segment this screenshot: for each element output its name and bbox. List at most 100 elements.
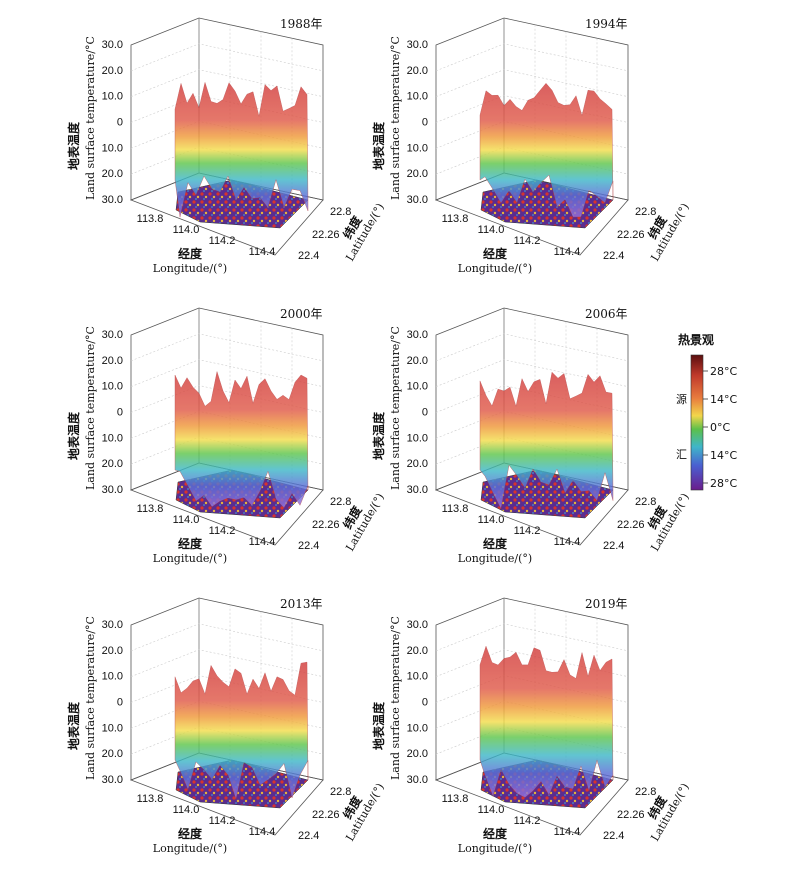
x-tick-label: 114.0: [173, 514, 200, 526]
y-tick-label: 22.4: [603, 830, 624, 842]
x-axis-label-en: Longitude/(°): [153, 842, 227, 855]
z-tick-label: 10.0: [407, 432, 428, 444]
panel-year-label: 2006年: [585, 307, 628, 321]
surface: [479, 82, 614, 218]
z-tick-label: 20.0: [407, 168, 428, 180]
x-tick-label: 114.2: [209, 235, 236, 247]
x-tick-label: 114.0: [478, 804, 505, 816]
surface: [479, 645, 614, 798]
z-tick-label: 30.0: [407, 194, 428, 206]
y-tick-label: 22.4: [298, 250, 319, 262]
y-tick-label: 22.8: [635, 496, 656, 508]
z-tick-label: 10.0: [102, 722, 123, 734]
legend: 热景观 源 汇 28°C 14°C 0°C 14°C 28°C: [676, 332, 737, 491]
x-tick-label: 114.4: [554, 246, 581, 258]
x-tick-label: 114.0: [173, 804, 200, 816]
x-axis-label-cn: 经度: [483, 246, 508, 261]
y-tick-label: 22.4: [298, 540, 319, 552]
x-axis-label-cn: 经度: [483, 826, 508, 841]
x-tick-label: 113.8: [442, 503, 469, 515]
z-tick-label: 10.0: [407, 142, 428, 154]
z-tick-label: 20.0: [407, 355, 428, 367]
z-tick-label: 20.0: [102, 458, 123, 470]
y-tick-label: 22.8: [330, 496, 351, 508]
z-axis-label-cn: 地表温度: [371, 411, 386, 460]
legend-tick-label: 14°C: [710, 393, 737, 406]
x-axis-label-cn: 经度: [483, 536, 508, 551]
panel-year-label: 2019年: [585, 597, 628, 611]
z-axis-label-en: Land surface temperature/°C: [389, 36, 402, 200]
surface: [174, 81, 309, 218]
legend-source-label: 源: [676, 392, 687, 406]
z-tick-label: 0: [117, 697, 123, 709]
y-tick-label: 22.26: [312, 519, 340, 531]
x-axis-label-cn: 经度: [178, 536, 203, 551]
z-tick-label: 10.0: [102, 671, 123, 683]
y-tick-label: 22.4: [603, 250, 624, 262]
z-tick-label: 0: [117, 117, 123, 129]
legend-tick-label: 28°C: [710, 365, 737, 378]
y-tick-label: 22.8: [330, 786, 351, 798]
z-tick-label: 30.0: [102, 329, 123, 341]
y-tick-label: 22.26: [617, 809, 645, 821]
z-tick-label: 10.0: [102, 432, 123, 444]
z-tick-label: 30.0: [102, 774, 123, 786]
z-tick-label: 10.0: [102, 381, 123, 393]
x-tick-label: 113.8: [137, 503, 164, 515]
x-tick-label: 113.8: [137, 213, 164, 225]
z-tick-label: 20.0: [407, 645, 428, 657]
z-tick-label: 30.0: [102, 39, 123, 51]
x-tick-label: 114.4: [249, 246, 276, 258]
panel-year-label: 1994年: [585, 17, 628, 31]
y-tick-label: 22.26: [312, 809, 340, 821]
panel-year-label: 2013年: [280, 597, 323, 611]
x-axis-label-en: Longitude/(°): [458, 262, 532, 275]
x-tick-label: 114.0: [478, 514, 505, 526]
y-tick-label: 22.8: [635, 786, 656, 798]
x-tick-label: 113.8: [442, 213, 469, 225]
z-tick-label: 10.0: [102, 91, 123, 103]
x-axis-label-en: Longitude/(°): [153, 262, 227, 275]
y-tick-label: 22.26: [617, 229, 645, 241]
x-tick-label: 114.2: [514, 235, 541, 247]
z-tick-label: 10.0: [407, 671, 428, 683]
x-tick-label: 114.4: [249, 536, 276, 548]
z-tick-label: 30.0: [407, 619, 428, 631]
panel-5: 2019年 30.0 20.0 10.0 0 10.0 20.0 30.0 地表温度 Land s…: [371, 597, 692, 855]
x-axis-label-en: Longitude/(°): [458, 552, 532, 565]
x-axis-label-cn: 经度: [178, 826, 203, 841]
y-tick-label: 22.8: [330, 206, 351, 218]
z-tick-label: 10.0: [407, 381, 428, 393]
z-tick-label: 10.0: [407, 91, 428, 103]
y-tick-label: 22.26: [617, 519, 645, 531]
x-axis-label-en: Longitude/(°): [458, 842, 532, 855]
z-tick-label: 20.0: [102, 645, 123, 657]
legend-title: 热景观: [678, 332, 714, 347]
z-tick-label: 10.0: [407, 722, 428, 734]
y-tick-label: 22.4: [298, 830, 319, 842]
z-axis-label-en: Land surface temperature/°C: [84, 616, 97, 780]
surface: [174, 661, 309, 801]
z-axis-label-cn: 地表温度: [371, 701, 386, 750]
z-tick-label: 20.0: [102, 65, 123, 77]
z-axis-label-cn: 地表温度: [371, 121, 386, 170]
surface: [479, 371, 614, 510]
z-axis-label-cn: 地表温度: [66, 701, 81, 750]
z-tick-label: 20.0: [102, 355, 123, 367]
z-tick-label: 20.0: [407, 65, 428, 77]
x-axis-label-en: Longitude/(°): [153, 552, 227, 565]
z-axis-label-en: Land surface temperature/°C: [389, 326, 402, 490]
y-tick-label: 22.8: [635, 206, 656, 218]
legend-tick-label: 28°C: [710, 477, 737, 490]
z-axis-label-en: Land surface temperature/°C: [84, 36, 97, 200]
x-tick-label: 114.2: [514, 815, 541, 827]
legend-tick-label: 14°C: [710, 449, 737, 462]
x-axis-label-cn: 经度: [178, 246, 203, 261]
x-tick-label: 114.2: [209, 525, 236, 537]
z-tick-label: 10.0: [102, 142, 123, 154]
panel-3: 2006年 30.0 20.0 10.0 0 10.0 20.0 30.0 地表温度 Land s…: [371, 307, 692, 565]
x-tick-label: 114.2: [209, 815, 236, 827]
